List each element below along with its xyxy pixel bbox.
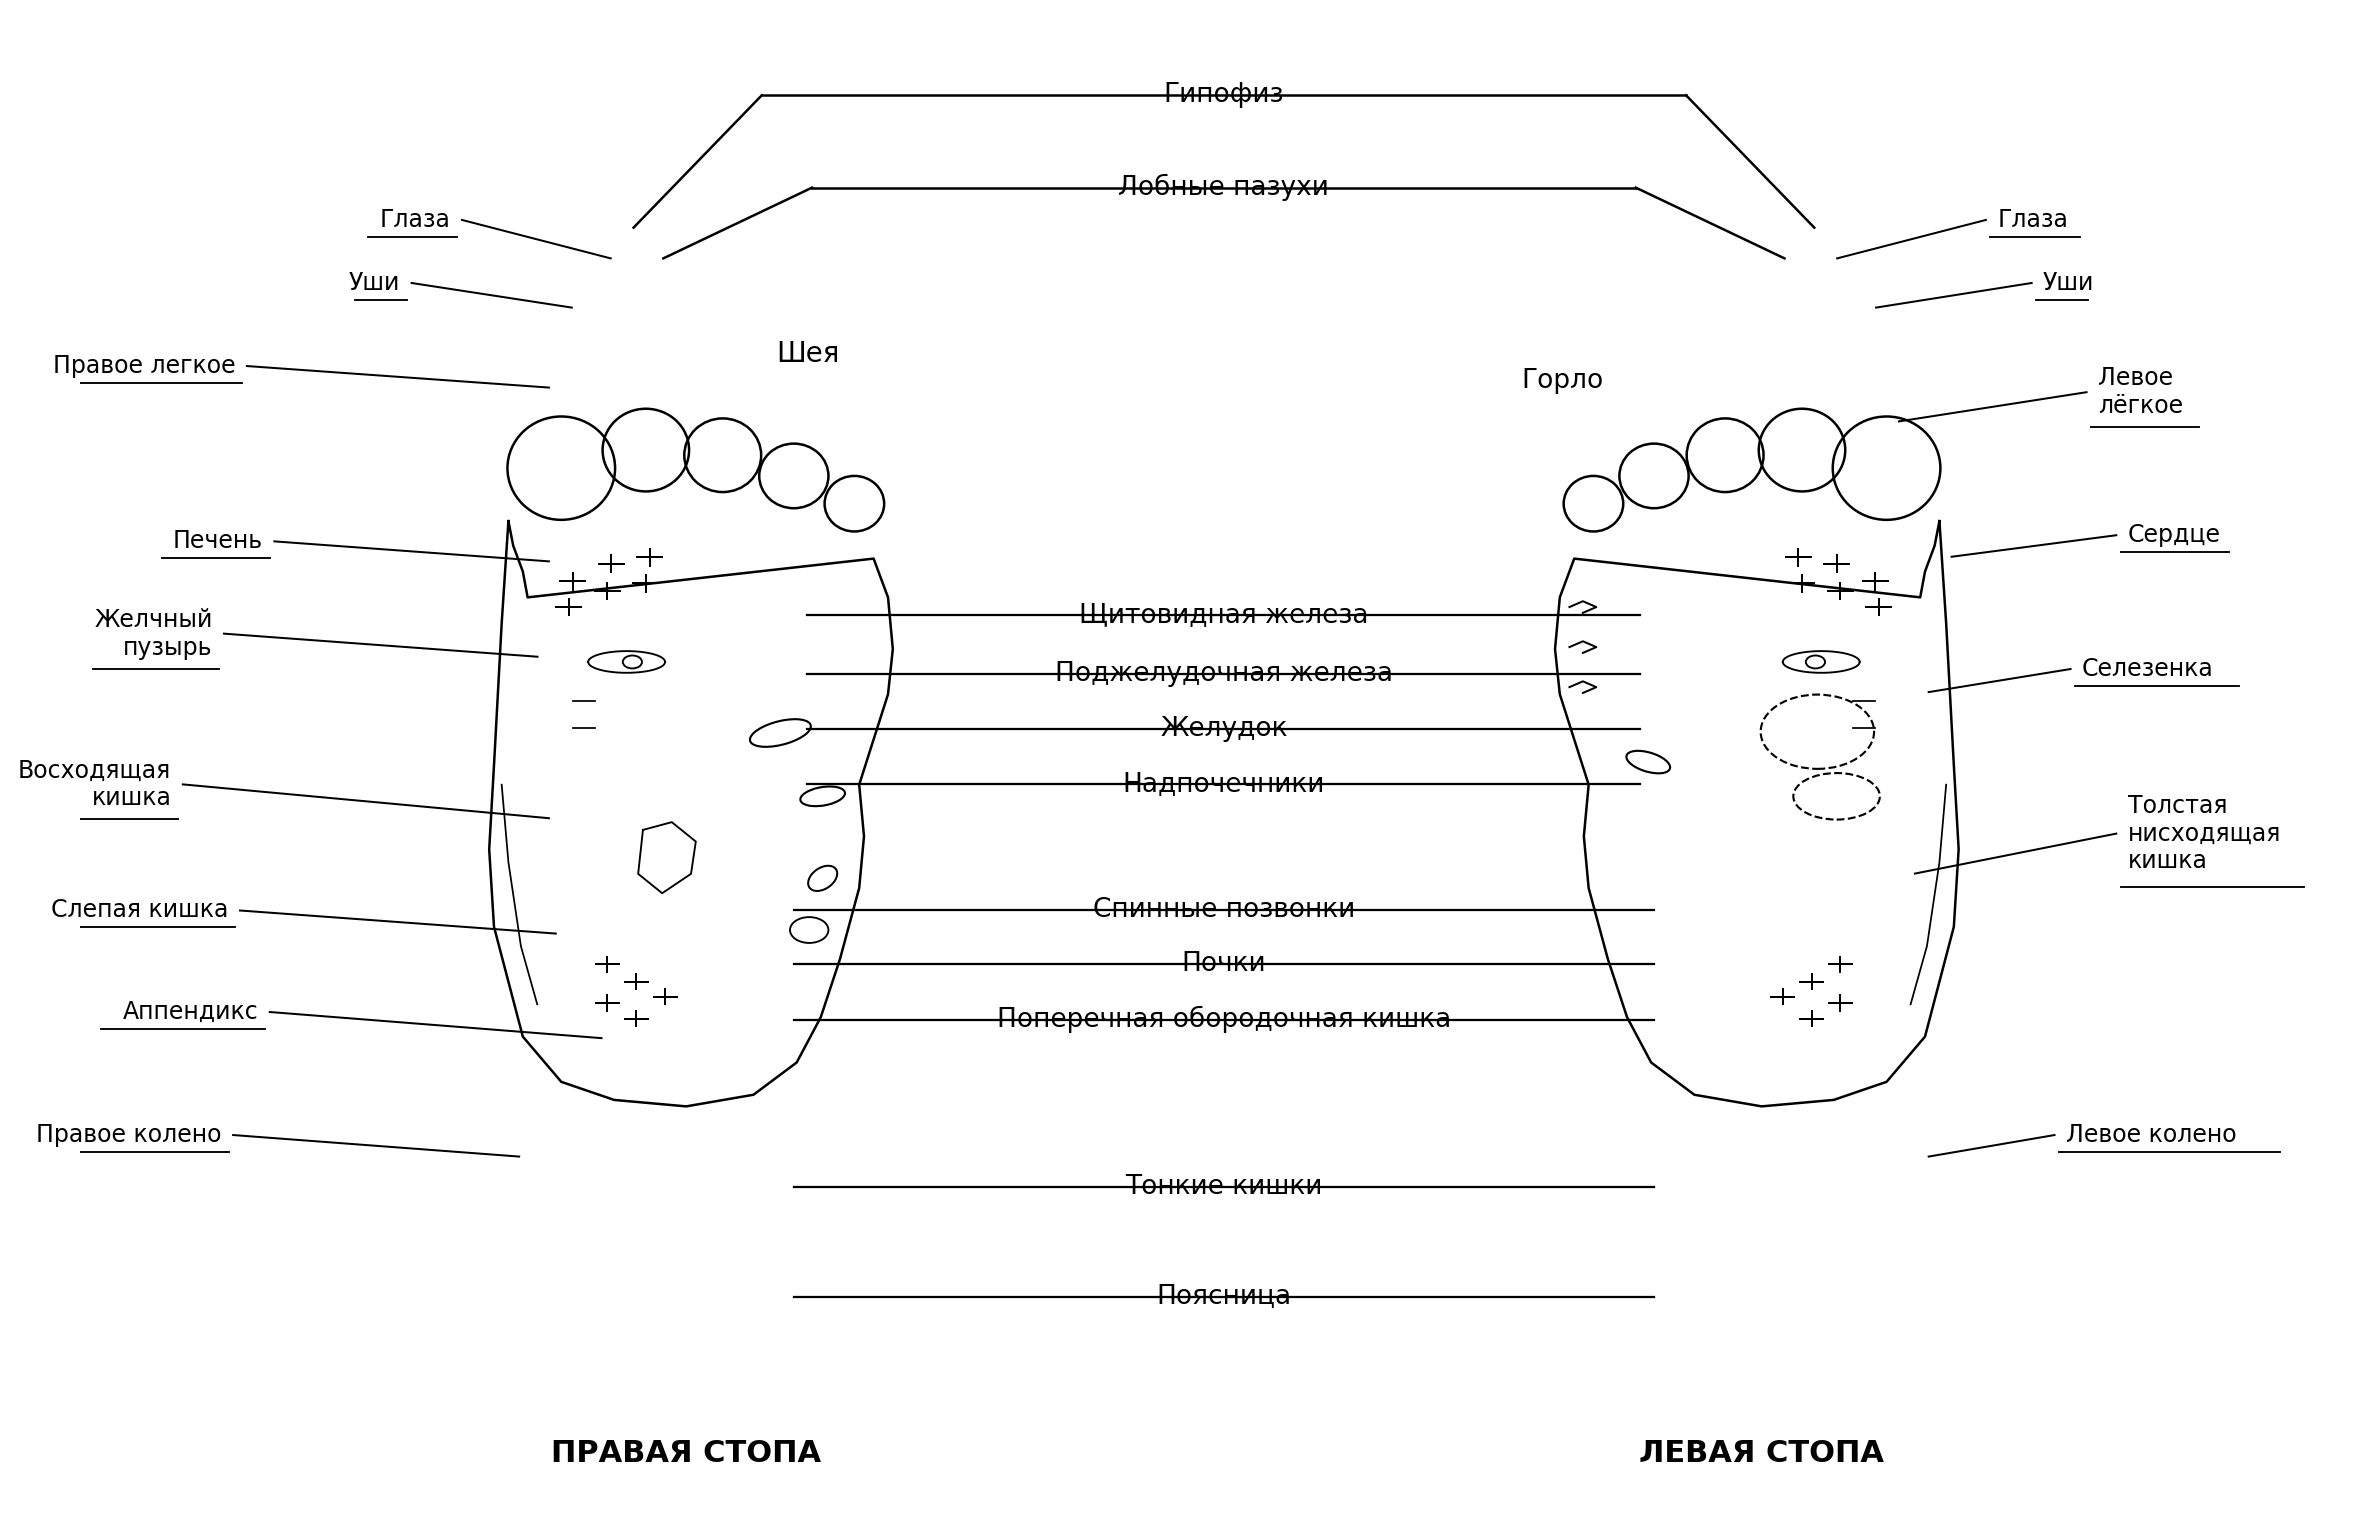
Text: Аппендикс: Аппендикс <box>123 1000 258 1024</box>
Text: Надпочечники: Надпочечники <box>1122 772 1326 797</box>
Text: Сердце: Сердце <box>2129 523 2221 548</box>
Text: Спинные позвонки: Спинные позвонки <box>1092 898 1354 923</box>
Text: Поперечная обородочная кишка: Поперечная обородочная кишка <box>997 1006 1452 1034</box>
Text: Толстая
нисходящая
кишка: Толстая нисходящая кишка <box>2129 794 2280 874</box>
Text: Уши: Уши <box>2044 271 2093 295</box>
Text: ЛЕВАЯ СТОПА: ЛЕВАЯ СТОПА <box>1639 1440 1885 1467</box>
Text: Правое легкое: Правое легкое <box>52 354 234 378</box>
Text: Желчный
пузырь: Желчный пузырь <box>95 608 213 660</box>
Text: Левое
лёгкое: Левое лёгкое <box>2098 366 2183 418</box>
Text: Правое колено: Правое колено <box>36 1123 223 1147</box>
Text: Восходящая
кишка: Восходящая кишка <box>19 758 170 811</box>
Text: Слепая кишка: Слепая кишка <box>52 898 230 923</box>
Text: Уши: Уши <box>348 271 400 295</box>
Text: Гипофиз: Гипофиз <box>1163 83 1283 108</box>
Text: Горло: Горло <box>1523 369 1603 394</box>
Text: Селезенка: Селезенка <box>2081 657 2214 681</box>
Text: Шея: Шея <box>777 340 838 368</box>
Text: Поясница: Поясница <box>1156 1284 1291 1309</box>
Text: Глаза: Глаза <box>379 208 450 232</box>
Text: Желудок: Желудок <box>1160 717 1288 741</box>
Text: Левое колено: Левое колено <box>2065 1123 2238 1147</box>
Text: Поджелудочная железа: Поджелудочная железа <box>1054 661 1392 686</box>
Text: Лобные пазухи: Лобные пазухи <box>1118 174 1328 201</box>
Text: Печень: Печень <box>173 529 263 554</box>
Text: Тонкие кишки: Тонкие кишки <box>1125 1175 1324 1200</box>
Text: Глаза: Глаза <box>1996 208 2067 232</box>
Text: ПРАВАЯ СТОПА: ПРАВАЯ СТОПА <box>552 1440 822 1467</box>
Text: Щитовидная железа: Щитовидная железа <box>1080 603 1369 628</box>
Text: Почки: Почки <box>1182 952 1267 977</box>
